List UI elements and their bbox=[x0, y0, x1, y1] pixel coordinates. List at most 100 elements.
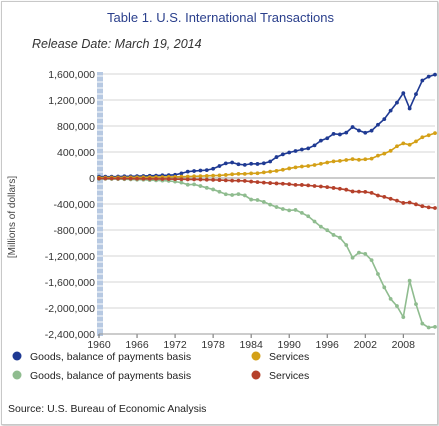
data-point bbox=[198, 177, 203, 182]
data-point bbox=[242, 162, 247, 167]
data-point bbox=[414, 202, 418, 207]
data-point bbox=[426, 205, 431, 210]
y-axis-bar bbox=[97, 72, 103, 336]
data-point bbox=[211, 166, 216, 171]
data-point bbox=[350, 189, 355, 194]
data-point bbox=[249, 171, 254, 176]
chart-title: Table 1. U.S. International Transactions bbox=[107, 10, 334, 25]
x-tick-label: 1990 bbox=[278, 339, 302, 351]
data-point bbox=[414, 302, 418, 306]
data-point bbox=[420, 78, 425, 83]
data-point bbox=[325, 160, 330, 165]
data-point bbox=[426, 133, 431, 138]
data-point bbox=[179, 180, 184, 185]
data-point bbox=[192, 174, 196, 179]
data-point bbox=[407, 142, 412, 147]
series-group bbox=[97, 177, 437, 330]
data-point bbox=[185, 169, 190, 174]
data-point bbox=[312, 163, 317, 167]
data-point bbox=[299, 211, 304, 215]
data-point bbox=[401, 201, 406, 205]
data-point bbox=[154, 177, 158, 181]
y-tick-label: -800,000 bbox=[54, 225, 96, 237]
data-point bbox=[325, 185, 330, 190]
data-point bbox=[395, 100, 399, 105]
data-point bbox=[236, 162, 241, 167]
x-tick-label: 2002 bbox=[354, 339, 378, 351]
data-point bbox=[192, 177, 196, 182]
data-point bbox=[116, 176, 120, 181]
data-point bbox=[433, 131, 437, 136]
data-point bbox=[382, 285, 387, 290]
data-point bbox=[369, 258, 374, 263]
legend-item: Goods, balance of payments basis bbox=[12, 370, 191, 382]
data-point bbox=[299, 183, 304, 187]
data-point bbox=[280, 207, 285, 211]
data-point bbox=[160, 177, 165, 181]
data-point bbox=[407, 200, 412, 205]
data-point bbox=[388, 108, 393, 113]
data-point bbox=[255, 171, 260, 176]
data-point bbox=[230, 178, 235, 183]
data-point bbox=[141, 176, 146, 181]
data-point bbox=[223, 192, 228, 197]
data-point bbox=[357, 189, 361, 194]
legend-item: Goods, balance of payments basis bbox=[12, 351, 191, 363]
data-point bbox=[274, 205, 279, 209]
data-point bbox=[363, 190, 368, 194]
data-point bbox=[249, 161, 254, 166]
data-point bbox=[357, 157, 361, 162]
data-point bbox=[338, 186, 342, 191]
data-point bbox=[376, 193, 380, 198]
data-point bbox=[376, 272, 380, 276]
data-point bbox=[293, 182, 298, 187]
legend-marker bbox=[251, 351, 261, 361]
data-point bbox=[128, 176, 133, 181]
data-point bbox=[350, 125, 355, 129]
data-point bbox=[255, 180, 260, 184]
data-point bbox=[426, 325, 431, 330]
data-point bbox=[344, 130, 349, 135]
data-point bbox=[318, 184, 323, 189]
data-point bbox=[261, 161, 266, 166]
data-point bbox=[217, 189, 222, 194]
x-tick-label: 1960 bbox=[87, 339, 111, 351]
data-point bbox=[407, 278, 412, 283]
x-tick-label: 1966 bbox=[125, 339, 149, 351]
data-point bbox=[306, 164, 311, 168]
data-point bbox=[198, 168, 203, 173]
data-point bbox=[376, 153, 380, 158]
data-point bbox=[192, 182, 196, 187]
data-point bbox=[223, 178, 228, 183]
data-point bbox=[274, 168, 279, 173]
data-point bbox=[395, 144, 399, 149]
data-point bbox=[223, 161, 228, 166]
data-point bbox=[198, 174, 203, 179]
data-point bbox=[230, 160, 235, 165]
legend-label: Goods, balance of payments basis bbox=[30, 370, 191, 382]
data-point bbox=[388, 297, 393, 301]
y-tick-label: -2,000,000 bbox=[45, 303, 95, 315]
data-point bbox=[97, 176, 101, 181]
data-point bbox=[135, 176, 139, 181]
data-point bbox=[306, 183, 311, 188]
data-point bbox=[236, 171, 241, 176]
data-point bbox=[382, 151, 387, 156]
data-point bbox=[357, 250, 361, 255]
data-point bbox=[249, 179, 254, 184]
data-point bbox=[211, 173, 216, 178]
data-point bbox=[287, 182, 292, 187]
data-point bbox=[331, 159, 336, 164]
data-point bbox=[420, 321, 425, 326]
data-point bbox=[185, 177, 190, 182]
data-point bbox=[280, 152, 285, 157]
data-point bbox=[363, 157, 368, 162]
data-point bbox=[401, 141, 406, 146]
data-point bbox=[433, 206, 437, 210]
data-point bbox=[204, 177, 209, 182]
data-point bbox=[211, 187, 216, 192]
data-point bbox=[318, 224, 323, 229]
data-point bbox=[357, 128, 361, 133]
data-point bbox=[230, 172, 235, 177]
